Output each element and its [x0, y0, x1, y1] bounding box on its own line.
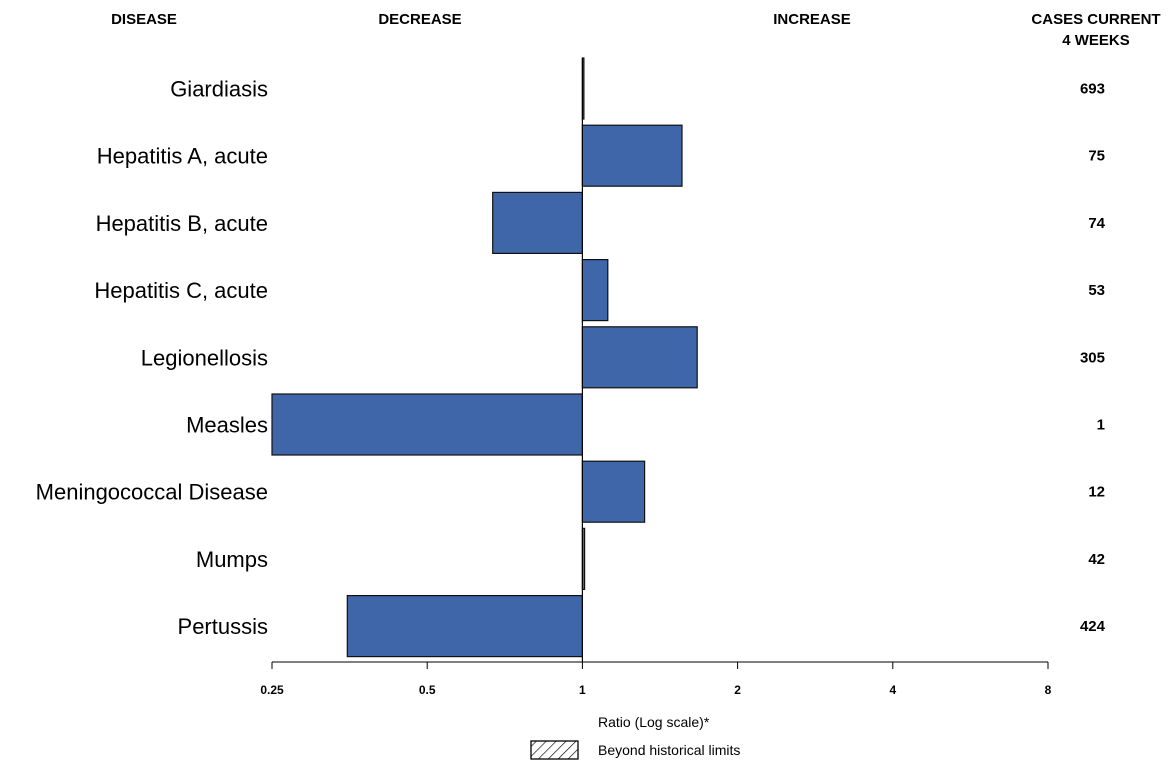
case-count-hepatitis-a-acute: 75 [1088, 148, 1105, 165]
category-label-legionellosis: Legionellosis [141, 345, 268, 370]
bar-hepatitis-a-acute [581, 124, 683, 187]
category-label-giardiasis: Giardiasis [170, 77, 268, 102]
bar-legionellosis [581, 326, 698, 389]
category-label-mumps: Mumps [196, 547, 268, 572]
bar-pertussis [346, 594, 583, 658]
x-axis-title: Ratio (Log scale)* [598, 714, 710, 730]
x-tick-label: 8 [1045, 683, 1052, 697]
x-tick-label: 4 [889, 683, 896, 697]
case-count-hepatitis-c-acute: 53 [1088, 282, 1105, 299]
header-cases-line1: CASES CURRENT [1031, 11, 1160, 28]
x-tick-label: 1 [579, 683, 586, 697]
header-cases-line2: 4 WEEKS [1062, 32, 1130, 49]
bar-meningococcal-disease [581, 460, 646, 523]
case-counts: 693 75 74 53 305 1 12 42 424 [1080, 81, 1106, 636]
category-label-measles: Measles [186, 413, 268, 438]
case-count-pertussis: 424 [1080, 618, 1106, 635]
case-count-mumps: 42 [1088, 551, 1105, 568]
category-label-hepatitis-a-acute: Hepatitis A, acute [97, 144, 268, 169]
x-tick-label: 0.5 [419, 683, 436, 697]
x-axis: 0.25 0.5 1 2 4 8 [260, 58, 1052, 697]
case-count-measles: 1 [1097, 417, 1105, 434]
header-increase: INCREASE [773, 11, 851, 28]
legend-swatch-hatched [530, 740, 579, 760]
category-labels: Giardiasis Hepatitis A, acute Hepatitis B,… [36, 77, 268, 640]
case-count-hepatitis-b-acute: 74 [1088, 215, 1105, 232]
x-tick-label: 0.25 [260, 683, 284, 697]
bars-group [271, 57, 698, 658]
bar-measles [271, 393, 583, 456]
category-label-meningococcal-disease: Meningococcal Disease [36, 480, 268, 505]
header-decrease: DECREASE [378, 11, 461, 28]
category-label-hepatitis-b-acute: Hepatitis B, acute [96, 211, 268, 236]
bar-hepatitis-b-acute [492, 191, 584, 254]
bar-hepatitis-c-acute [581, 259, 609, 322]
header-disease: DISEASE [111, 11, 177, 28]
category-label-hepatitis-c-acute: Hepatitis C, acute [94, 278, 268, 303]
x-tick-label: 2 [734, 683, 741, 697]
case-count-giardiasis: 693 [1080, 81, 1105, 98]
legend-label: Beyond historical limits [598, 742, 740, 758]
case-count-legionellosis: 305 [1080, 349, 1105, 366]
case-count-meningococcal-disease: 12 [1088, 484, 1105, 501]
category-label-pertussis: Pertussis [178, 614, 268, 639]
